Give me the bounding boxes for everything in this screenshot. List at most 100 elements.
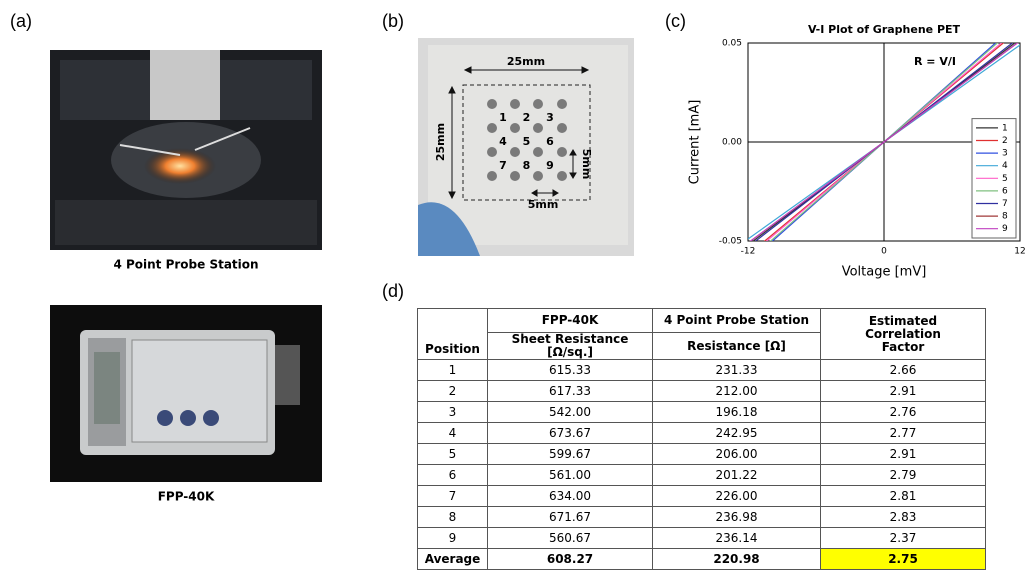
legend-label: 8 bbox=[1002, 212, 1008, 222]
table-cell: 2.66 bbox=[821, 360, 986, 381]
page: (a) (b) (c) (d) 4 Point Probe Station FP… bbox=[0, 0, 1026, 568]
legend-label: 5 bbox=[1002, 174, 1008, 184]
panel-label: (b) bbox=[382, 11, 404, 31]
position-label: 5 bbox=[523, 135, 531, 148]
legend-label: 1 bbox=[1002, 123, 1008, 133]
legend-label: 7 bbox=[1002, 199, 1008, 209]
header-cell: Sheet Resistance [Ω/sq.] bbox=[488, 333, 653, 360]
table-cell: 6 bbox=[418, 465, 488, 486]
table-cell: 236.98 bbox=[653, 507, 821, 528]
dimension-label: 5mm bbox=[528, 198, 559, 211]
table-cell: 236.14 bbox=[653, 528, 821, 549]
table-cell: 201.22 bbox=[653, 465, 821, 486]
table-cell: Average bbox=[418, 549, 488, 570]
x-tick-label: -12 bbox=[741, 247, 756, 257]
annotation: R = V/I bbox=[914, 55, 956, 68]
panel-label: (a) bbox=[10, 11, 32, 31]
legend-label: 4 bbox=[1002, 161, 1008, 171]
panel-label: (c) bbox=[665, 11, 686, 31]
table-cell: 220.98 bbox=[653, 549, 821, 570]
position-label: 9 bbox=[546, 159, 554, 172]
table-cell: 196.18 bbox=[653, 402, 821, 423]
position-label: 1 bbox=[499, 111, 507, 124]
legend-label: 2 bbox=[1002, 136, 1008, 146]
dimension-label: 25mm bbox=[434, 123, 447, 161]
data-table: Position FPP-40K 4 Point Probe Station E… bbox=[417, 308, 986, 570]
position-label: 3 bbox=[546, 111, 554, 124]
table-cell: 608.27 bbox=[488, 549, 653, 570]
legend-label: 9 bbox=[1002, 224, 1008, 234]
header-cell: FPP-40K bbox=[488, 309, 653, 333]
fpp-photo bbox=[50, 305, 322, 482]
legend-label: 3 bbox=[1002, 149, 1008, 159]
table-cell: 2 bbox=[418, 381, 488, 402]
dimension-label: 25mm bbox=[507, 55, 545, 68]
table-cell: 242.95 bbox=[653, 423, 821, 444]
x-axis-label: Voltage [mV] bbox=[842, 265, 927, 280]
header-cell: 4 Point Probe Station bbox=[653, 309, 821, 333]
header-cell: Resistance [Ω] bbox=[653, 333, 821, 360]
table-cell: 9 bbox=[418, 528, 488, 549]
dimension-label: 5mm bbox=[580, 149, 593, 180]
table-cell: 615.33 bbox=[488, 360, 653, 381]
table-cell: 4 bbox=[418, 423, 488, 444]
table-cell: 2.76 bbox=[821, 402, 986, 423]
table-cell: 2.75 bbox=[821, 549, 986, 570]
header-cell: Position bbox=[418, 309, 488, 360]
table-cell: 8 bbox=[418, 507, 488, 528]
table-cell: 599.67 bbox=[488, 444, 653, 465]
caption: 4 Point Probe Station bbox=[113, 258, 258, 272]
panel-label: (d) bbox=[382, 281, 404, 301]
table-cell: 206.00 bbox=[653, 444, 821, 465]
table-cell: 2.81 bbox=[821, 486, 986, 507]
table-cell: 1 bbox=[418, 360, 488, 381]
table-cell: 212.00 bbox=[653, 381, 821, 402]
table-cell: 2.83 bbox=[821, 507, 986, 528]
table-cell: 671.67 bbox=[488, 507, 653, 528]
legend-label: 6 bbox=[1002, 186, 1008, 196]
table-cell: 2.79 bbox=[821, 465, 986, 486]
table-cell: 617.33 bbox=[488, 381, 653, 402]
position-label: 4 bbox=[499, 135, 507, 148]
position-label: 8 bbox=[523, 159, 531, 172]
x-tick-label: 12 bbox=[1014, 247, 1025, 257]
table-cell: 2.77 bbox=[821, 423, 986, 444]
y-axis-label: Current [mA] bbox=[688, 100, 703, 185]
table-cell: 2.91 bbox=[821, 444, 986, 465]
position-label: 6 bbox=[546, 135, 554, 148]
x-tick-label: 0 bbox=[881, 247, 887, 257]
probe-station-photo bbox=[50, 50, 322, 250]
y-tick-label: 0.05 bbox=[722, 39, 742, 49]
caption: FPP-40K bbox=[158, 490, 215, 504]
table-cell: 7 bbox=[418, 486, 488, 507]
table-cell: 634.00 bbox=[488, 486, 653, 507]
table-cell: 226.00 bbox=[653, 486, 821, 507]
y-tick-label: 0.00 bbox=[722, 138, 742, 148]
position-label: 2 bbox=[523, 111, 531, 124]
table-cell: 2.37 bbox=[821, 528, 986, 549]
y-tick-label: -0.05 bbox=[719, 237, 742, 247]
position-label: 7 bbox=[499, 159, 507, 172]
table-cell: 231.33 bbox=[653, 360, 821, 381]
table-cell: 673.67 bbox=[488, 423, 653, 444]
table-cell: 542.00 bbox=[488, 402, 653, 423]
chart-title: V-I Plot of Graphene PET bbox=[808, 23, 961, 36]
table-cell: 3 bbox=[418, 402, 488, 423]
table-cell: 560.67 bbox=[488, 528, 653, 549]
table-cell: 2.91 bbox=[821, 381, 986, 402]
table-cell: 561.00 bbox=[488, 465, 653, 486]
table-cell: 5 bbox=[418, 444, 488, 465]
header-cell: Estimated Correlation Factor bbox=[821, 309, 986, 360]
